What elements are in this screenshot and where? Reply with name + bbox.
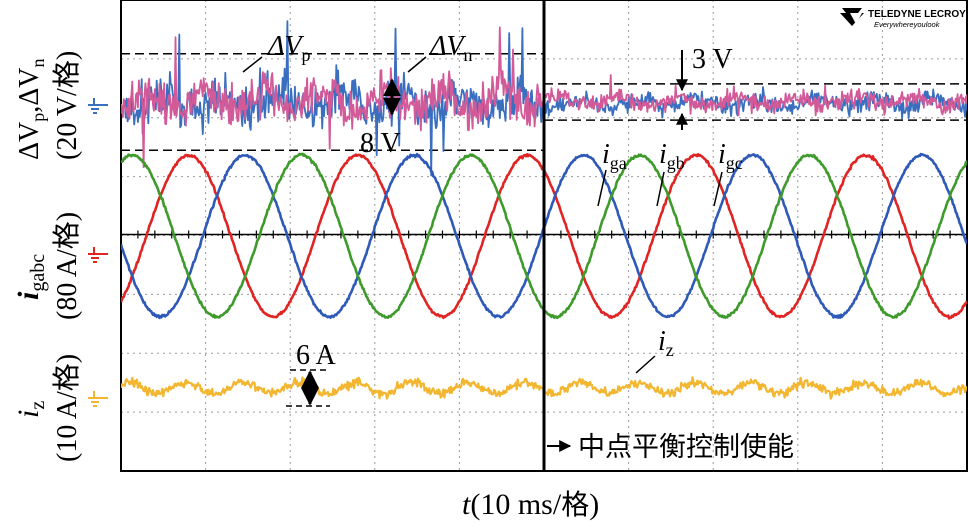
label-igc: igc	[718, 139, 743, 173]
label-dvn: ΔVn	[429, 31, 473, 65]
ylabel-dv-sub-p: p	[28, 113, 48, 122]
ylabel-igabc-main: i	[12, 291, 45, 300]
ylabel-dv-delta-n: ,ΔV	[14, 68, 45, 113]
logo-brand: TELEDYNE LECROY	[868, 9, 966, 20]
ylabel-igabc-scale-text: (80 A/格)	[51, 212, 83, 320]
ylabel-dv-delta-p: ΔV	[14, 122, 45, 160]
ylabel-dv-scale-text: (20 V/格)	[51, 51, 83, 160]
pointer-igc	[713, 171, 723, 207]
ylabel-iz-main: i	[12, 410, 45, 418]
xlabel-rest: (10 ms/	[470, 488, 562, 521]
svg-text:iz: iz	[12, 401, 49, 418]
pointer-dvp	[242, 56, 263, 73]
ripple-reference-lines	[121, 52, 967, 152]
pointer-igb	[656, 171, 665, 207]
enable-label: 中点平衡控制使能	[578, 432, 794, 463]
ground-marker-iz	[88, 391, 108, 407]
label-iz: iz	[658, 326, 674, 360]
ylabel-igabc-scale: (80 A/格)	[51, 212, 83, 320]
ylabel-dv: ΔVp,ΔVn	[14, 59, 48, 160]
ylabel-dv-sub-n: n	[28, 59, 48, 68]
teledyne-logo-icon	[840, 8, 864, 26]
teledyne-logo: TELEDYNE LECROY Everywhereyoulook	[840, 8, 966, 29]
label-iga: iga	[602, 139, 627, 173]
ylabel-iz: iz	[12, 401, 49, 418]
ylabel-iz-sub: z	[27, 401, 49, 410]
annotation-3v: 3 V	[692, 44, 733, 75]
pointer-iga	[597, 169, 607, 207]
pointer-dvn	[407, 56, 427, 73]
ground-marker-dv	[88, 98, 108, 114]
label-igb: igb	[659, 139, 685, 173]
pointer-iz	[635, 355, 656, 374]
xlabel: t(10 ms/格)	[462, 488, 599, 521]
svg-text:ΔVp,ΔVn: ΔVp,ΔVn	[14, 59, 48, 160]
ylabel-iz-scale: (10 A/格)	[51, 354, 83, 462]
ylabel-igabc: igabc	[12, 254, 49, 300]
annotation-8v: 8 V	[360, 128, 401, 159]
ylabel-igabc-sub: gabc	[27, 254, 49, 292]
logo-tagline: Everywhereyoulook	[874, 20, 941, 29]
svg-text:igabc: igabc	[12, 254, 49, 300]
label-dvp: ΔVp	[267, 31, 311, 65]
ylabel-iz-scale-text: (10 A/格)	[51, 354, 83, 462]
annotation-6a: 6 A	[296, 340, 336, 371]
ylabel-dv-scale: (20 V/格)	[51, 51, 83, 160]
ground-marker-igabc	[88, 247, 108, 263]
